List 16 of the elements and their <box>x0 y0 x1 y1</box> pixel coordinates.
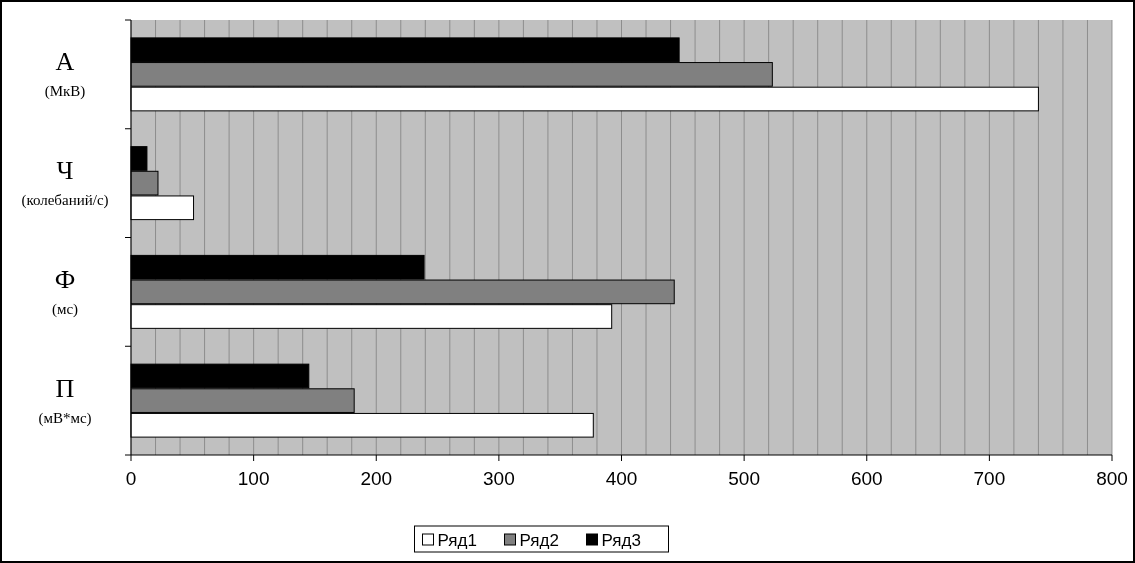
y-tick-label: Ф (мс) <box>51 264 79 318</box>
y-tick-label: Ч (колебаний/с) <box>21 156 109 210</box>
x-tick-label: 100 <box>237 468 270 489</box>
x-tick-label: 0 <box>125 468 137 489</box>
x-tick-label: 300 <box>483 468 515 489</box>
x-tick-label: 500 <box>728 468 760 489</box>
legend-label: Ряд1 <box>437 531 477 550</box>
x-tick-label: 800 <box>1096 468 1128 489</box>
legend-label: Ряд2 <box>519 531 559 550</box>
x-tick-label: 600 <box>850 468 883 489</box>
x-tick-label: 700 <box>973 468 1006 489</box>
y-tick-label: П (мВ*мс) <box>38 373 92 427</box>
x-tick-label: 400 <box>605 468 638 489</box>
y-tick-label: А (МкВ) <box>44 47 86 101</box>
x-tick-label: 200 <box>360 468 393 489</box>
legend-label: Ряд3 <box>601 531 641 550</box>
